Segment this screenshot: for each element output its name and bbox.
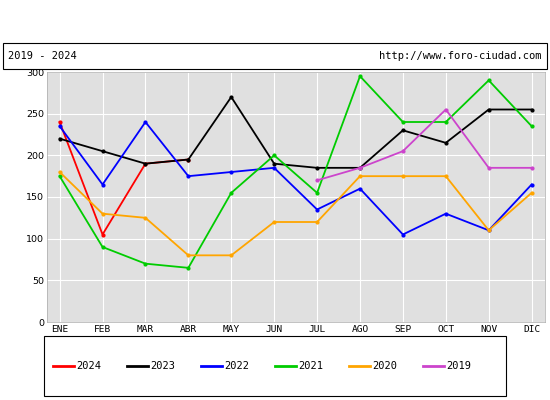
2022 — [142, 120, 148, 124]
Text: 2019: 2019 — [446, 361, 471, 371]
2021 — [314, 190, 321, 195]
2021 — [185, 266, 191, 270]
Line: 2024: 2024 — [58, 121, 190, 236]
2024 — [142, 161, 148, 166]
2023 — [271, 161, 277, 166]
2021 — [443, 120, 449, 124]
2021 — [357, 74, 364, 78]
2020 — [228, 253, 234, 258]
Text: 2022: 2022 — [224, 361, 249, 371]
Line: 2021: 2021 — [58, 75, 533, 269]
Text: 2020: 2020 — [372, 361, 397, 371]
2023 — [529, 107, 535, 112]
Text: 2023: 2023 — [150, 361, 175, 371]
2022 — [529, 182, 535, 187]
2019 — [486, 166, 492, 170]
2023 — [56, 136, 63, 141]
2023 — [185, 157, 191, 162]
2022 — [486, 228, 492, 233]
2020 — [314, 220, 321, 224]
Text: 2021: 2021 — [298, 361, 323, 371]
2024 — [185, 157, 191, 162]
2019 — [443, 107, 449, 112]
2022 — [185, 174, 191, 178]
2021 — [56, 174, 63, 178]
Line: 2019: 2019 — [316, 108, 533, 182]
2023 — [99, 149, 106, 154]
2024 — [99, 232, 106, 237]
2019 — [357, 166, 364, 170]
2021 — [99, 244, 106, 250]
2020 — [443, 174, 449, 178]
2023 — [400, 128, 406, 133]
2020 — [400, 174, 406, 178]
2020 — [56, 170, 63, 174]
Line: 2022: 2022 — [58, 121, 533, 236]
2019 — [529, 166, 535, 170]
2020 — [142, 216, 148, 220]
2021 — [228, 190, 234, 195]
2022 — [228, 170, 234, 174]
2021 — [142, 261, 148, 266]
2022 — [314, 207, 321, 212]
2020 — [271, 220, 277, 224]
2022 — [99, 182, 106, 187]
Line: 2023: 2023 — [58, 96, 533, 169]
2021 — [529, 124, 535, 128]
2020 — [529, 190, 535, 195]
2023 — [357, 166, 364, 170]
2022 — [56, 124, 63, 128]
2023 — [314, 166, 321, 170]
2019 — [314, 178, 321, 183]
Text: Evolucion Nº Turistas Extranjeros en el municipio de Cardeña: Evolucion Nº Turistas Extranjeros en el … — [35, 14, 515, 28]
Text: 2019 - 2024: 2019 - 2024 — [8, 51, 77, 61]
2023 — [228, 94, 234, 99]
2021 — [271, 153, 277, 158]
2021 — [486, 78, 492, 83]
2022 — [443, 211, 449, 216]
2022 — [357, 186, 364, 191]
2022 — [400, 232, 406, 237]
2024 — [56, 120, 63, 124]
Text: 2024: 2024 — [76, 361, 101, 371]
2020 — [357, 174, 364, 178]
2023 — [142, 161, 148, 166]
2019 — [400, 149, 406, 154]
2020 — [99, 211, 106, 216]
2023 — [486, 107, 492, 112]
2023 — [443, 140, 449, 145]
2021 — [400, 120, 406, 124]
Line: 2020: 2020 — [58, 171, 533, 257]
2020 — [185, 253, 191, 258]
2022 — [271, 166, 277, 170]
Text: http://www.foro-ciudad.com: http://www.foro-ciudad.com — [379, 51, 542, 61]
2020 — [486, 228, 492, 233]
